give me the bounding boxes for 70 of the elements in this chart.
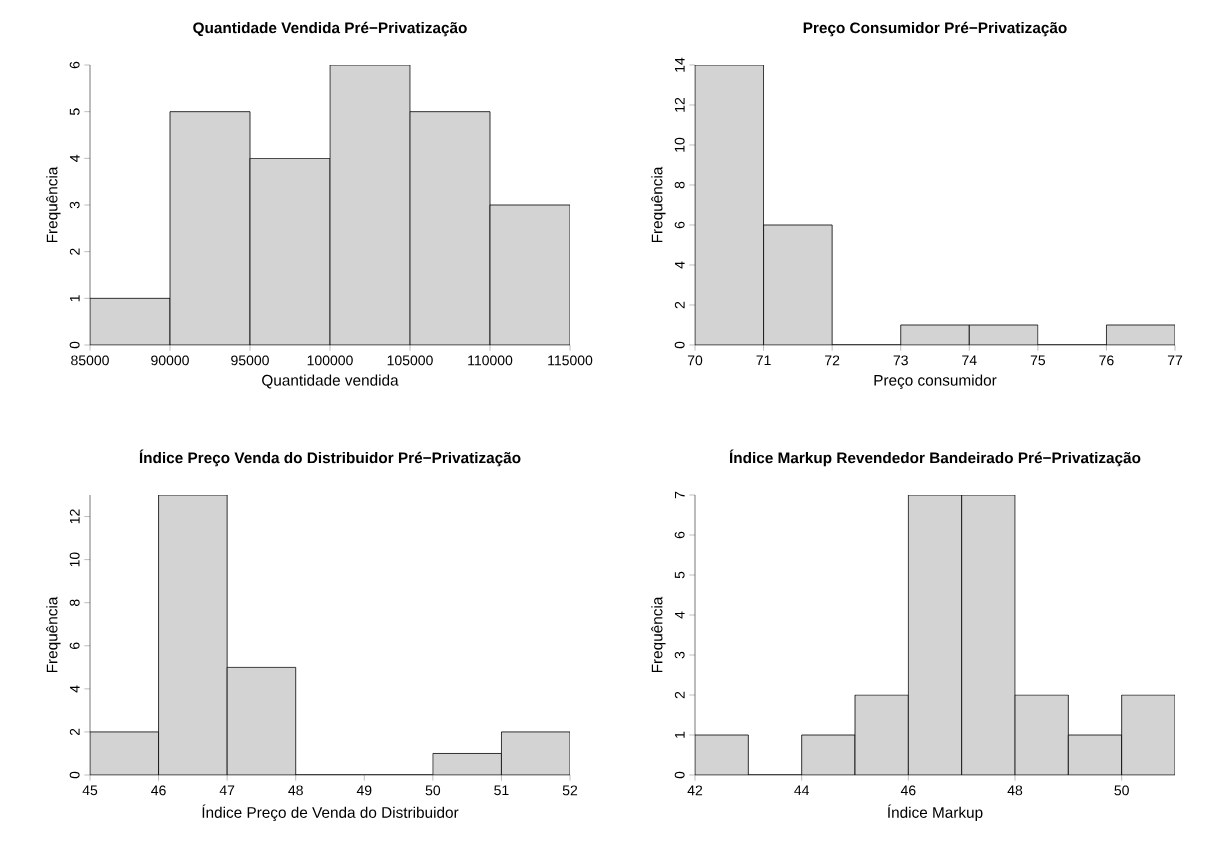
x-tick-label: 52 (562, 785, 578, 796)
y-axis-title: Frequência (651, 596, 666, 673)
y-tick-label: 6 (69, 642, 80, 649)
x-tick-label: 51 (494, 785, 509, 796)
y-tick-label: 14 (674, 57, 685, 72)
y-tick-label: 6 (674, 531, 685, 539)
y-tick-label: 8 (674, 181, 685, 189)
x-tick-label: 46 (151, 785, 166, 796)
y-tick-label: 10 (674, 137, 685, 152)
y-tick-label: 3 (69, 201, 80, 209)
x-tick-label: 72 (825, 355, 840, 366)
chart-title: Preço Consumidor Pré−Privatização (803, 21, 1067, 37)
y-tick-label: 1 (674, 731, 685, 738)
x-tick-label: 76 (1099, 355, 1114, 366)
x-tick-label: 74 (962, 355, 977, 366)
x-tick-label: 100000 (307, 355, 353, 366)
y-tick-label: 5 (69, 108, 80, 115)
x-tick-label: 45 (82, 785, 98, 796)
x-tick-label: 48 (288, 785, 303, 796)
y-tick-label: 6 (69, 61, 80, 69)
y-tick-label: 2 (674, 301, 685, 309)
chart-title: Índice Preço Venda do Distribuidor Pré−Privatização (139, 449, 521, 467)
y-tick-label: 7 (674, 491, 685, 499)
y-tick-label: 2 (674, 691, 685, 699)
x-tick-label: 44 (794, 785, 810, 796)
x-tick-label: 50 (425, 785, 441, 796)
x-axis-title: Quantidade vendida (262, 374, 399, 389)
x-tick-label: 73 (893, 355, 908, 366)
x-tick-label: 42 (687, 785, 703, 796)
y-tick-label: 2 (69, 248, 80, 255)
y-tick-label: 1 (69, 295, 80, 302)
y-tick-label: 4 (69, 685, 80, 693)
y-tick-label: 12 (674, 97, 685, 112)
x-tick-label: 48 (1007, 785, 1023, 796)
x-axis-title: Índice Preço de Venda do Distribuidor (202, 804, 459, 822)
x-tick-label: 105000 (387, 355, 433, 366)
y-tick-label: 8 (69, 599, 80, 606)
y-tick-label: 0 (674, 771, 685, 779)
y-tick-label: 4 (674, 261, 685, 269)
y-tick-label: 4 (674, 611, 685, 619)
y-tick-label: 0 (69, 771, 80, 779)
x-axis-title: Preço consumidor (874, 374, 997, 389)
y-axis-title: Frequência (46, 166, 61, 243)
y-tick-label: 12 (69, 509, 80, 524)
x-tick-label: 95000 (231, 355, 269, 366)
x-axis-title: Índice Markup (887, 804, 983, 821)
x-tick-label: 46 (900, 785, 916, 796)
x-tick-label: 90000 (151, 355, 189, 366)
x-tick-label: 110000 (468, 355, 513, 366)
x-tick-label: 115000 (548, 355, 593, 366)
y-tick-label: 2 (69, 728, 80, 736)
chart-title: Quantidade Vendida Pré−Privatização (193, 21, 467, 37)
y-tick-label: 3 (674, 651, 685, 659)
y-tick-label: 10 (69, 552, 80, 567)
x-tick-label: 50 (1114, 785, 1129, 796)
y-tick-label: 5 (674, 571, 685, 579)
y-tick-label: 4 (69, 154, 80, 162)
y-tick-label: 6 (674, 221, 685, 229)
y-tick-label: 0 (69, 341, 80, 349)
x-tick-label: 71 (756, 355, 771, 366)
x-tick-label: 77 (1167, 355, 1183, 366)
y-tick-label: 0 (674, 341, 685, 349)
x-tick-label: 47 (219, 785, 235, 796)
chart-title: Índice Markup Revendedor Bandeirado Pré−Privatização (729, 449, 1141, 467)
x-tick-label: 70 (687, 355, 703, 366)
x-tick-label: 85000 (71, 355, 109, 366)
y-axis-title: Frequência (651, 166, 666, 243)
x-tick-label: 49 (356, 785, 372, 796)
x-tick-label: 75 (1030, 355, 1046, 366)
y-axis-title: Frequência (46, 596, 61, 673)
